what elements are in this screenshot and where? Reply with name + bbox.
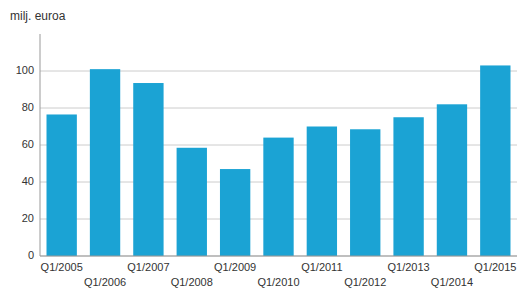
- bar: [480, 65, 510, 256]
- y-tick-label: 60: [22, 138, 34, 150]
- bar: [177, 148, 207, 256]
- bar: [263, 138, 293, 256]
- y-tick-label: 100: [16, 64, 34, 76]
- grid-line: [40, 256, 517, 257]
- chart: 0 20 40 60 80 100 Q1/2005Q1/2006Q1/2007Q1/2008…: [0, 0, 529, 302]
- x-tick-label: Q1/2015: [474, 261, 516, 273]
- x-tick-label: Q1/2009: [214, 261, 256, 273]
- x-tick-label: Q1/2005: [41, 261, 83, 273]
- bar: [47, 114, 77, 256]
- x-tick-label: Q1/2014: [431, 276, 473, 288]
- y-axis-label: milj. euroa: [10, 9, 66, 23]
- x-axis-line: [40, 256, 517, 257]
- y-tick-label: 80: [22, 101, 34, 113]
- x-tick-label: Q1/2007: [127, 261, 169, 273]
- bar: [437, 104, 467, 256]
- bar: [220, 169, 250, 256]
- bar: [133, 83, 163, 256]
- bar: [393, 117, 423, 256]
- bars: [47, 65, 511, 256]
- x-tick-label: Q1/2013: [387, 261, 429, 273]
- x-tick-label: Q1/2012: [344, 276, 386, 288]
- y-tick-label: 40: [22, 175, 34, 187]
- x-tick-label: Q1/2011: [301, 261, 342, 273]
- x-axis: Q1/2005Q1/2006Q1/2007Q1/2008Q1/2009Q1/20…: [41, 261, 517, 288]
- chart-container: 0 20 40 60 80 100 Q1/2005Q1/2006Q1/2007Q1/2008…: [0, 0, 529, 302]
- x-tick-label: Q1/2006: [84, 276, 126, 288]
- bar: [350, 129, 380, 256]
- y-tick-label: 20: [22, 212, 34, 224]
- x-tick-label: Q1/2008: [171, 276, 213, 288]
- x-tick-label: Q1/2010: [257, 276, 299, 288]
- bar: [90, 69, 120, 256]
- y-axis-line: [40, 34, 41, 256]
- bar: [307, 127, 337, 257]
- y-axis: 0 20 40 60 80 100: [16, 34, 40, 261]
- y-tick-label: 0: [28, 249, 34, 261]
